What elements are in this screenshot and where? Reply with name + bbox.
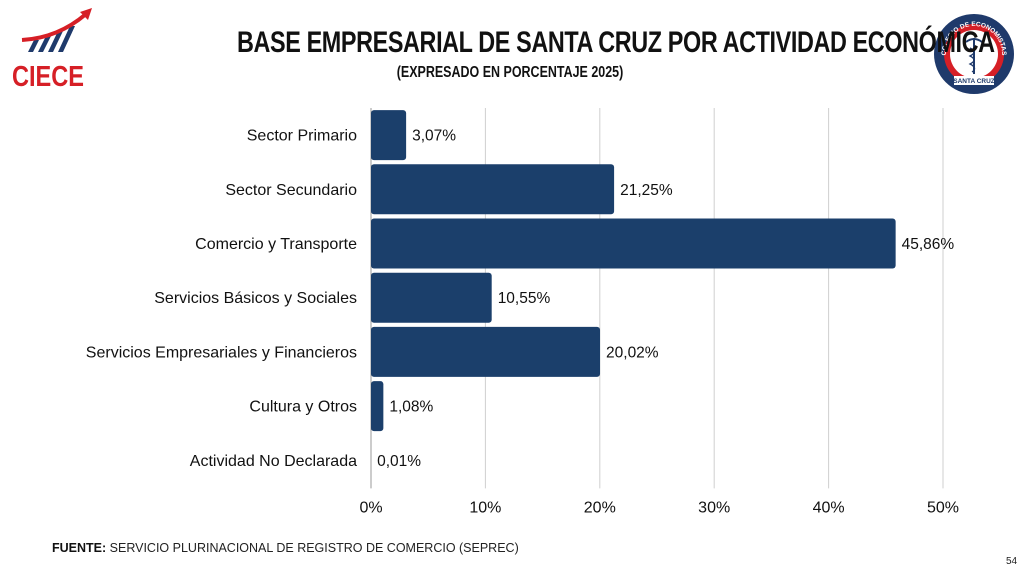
bar	[371, 110, 407, 161]
category-label: Cultura y Otros	[249, 399, 357, 416]
logo-bar-4	[58, 26, 75, 52]
ciece-logo-graphic: CIECE	[12, 8, 92, 93]
bars	[371, 110, 896, 432]
category-labels: Sector Primario Sector Secundario Comercio…	[86, 128, 357, 470]
logo-arrow-line	[21, 12, 88, 42]
seal-graphic: COLEGIO DE ECONOMISTAS SANTA CRUZ	[934, 14, 1014, 94]
x-tick-label: 0%	[359, 499, 382, 516]
category-label: Sector Primario	[247, 128, 357, 145]
value-label: 1,08%	[389, 399, 433, 416]
value-labels: 3,07% 21,25% 45,86% 10,55% 20,02% 1,08% 0,01%	[377, 128, 954, 470]
logo-bar-1	[28, 40, 39, 52]
seal-bottom-banner	[954, 76, 994, 85]
x-tick-label: 10%	[469, 499, 501, 516]
bar	[371, 164, 615, 215]
x-tick-label: 40%	[813, 499, 845, 516]
chart-subtitle: (EXPRESADO EN PORCENTAJE 2025)	[396, 64, 624, 81]
source-label: FUENTE:	[52, 541, 107, 555]
page-number: 54	[1006, 556, 1018, 567]
source-note: FUENTE: SERVICIO PLURINACIONAL DE REGIST…	[52, 541, 519, 555]
value-label: 10,55%	[498, 290, 551, 307]
category-label: Servicios Empresariales y Financieros	[86, 344, 357, 361]
caduceus-wings-icon	[965, 38, 983, 43]
x-tick-label: 30%	[698, 499, 730, 516]
category-label: Servicios Básicos y Sociales	[154, 290, 357, 307]
bar	[371, 326, 601, 377]
category-label: Sector Secundario	[225, 182, 357, 199]
x-tick-label: 50%	[927, 499, 959, 516]
value-label: 0,01%	[377, 453, 421, 470]
logo-bar-3	[48, 31, 63, 52]
bar	[371, 218, 896, 269]
value-label: 45,86%	[902, 236, 955, 253]
bar	[371, 381, 384, 432]
source-text: SERVICIO PLURINACIONAL DE REGISTRO DE CO…	[106, 541, 519, 555]
logo-arrow-head	[80, 8, 92, 20]
value-label: 3,07%	[412, 128, 456, 145]
category-label: Comercio y Transporte	[195, 236, 357, 253]
value-label: 21,25%	[620, 182, 673, 199]
colegio-economistas-logo: COLEGIO DE ECONOMISTAS SANTA CRUZ	[932, 12, 1016, 96]
bar	[371, 272, 492, 323]
logo-bar-2	[38, 36, 51, 52]
ciece-logo: CIECE	[8, 6, 98, 93]
caduceus-snake-icon	[968, 47, 976, 73]
logo-text: CIECE	[12, 61, 84, 91]
x-tick-label: 20%	[584, 499, 616, 516]
x-axis-ticks: 0% 10% 20% 30% 40% 50%	[359, 499, 959, 516]
category-label: Actividad No Declarada	[190, 453, 357, 470]
value-label: 20,02%	[606, 344, 659, 361]
seal-bottom-text: SANTA CRUZ	[953, 78, 995, 85]
